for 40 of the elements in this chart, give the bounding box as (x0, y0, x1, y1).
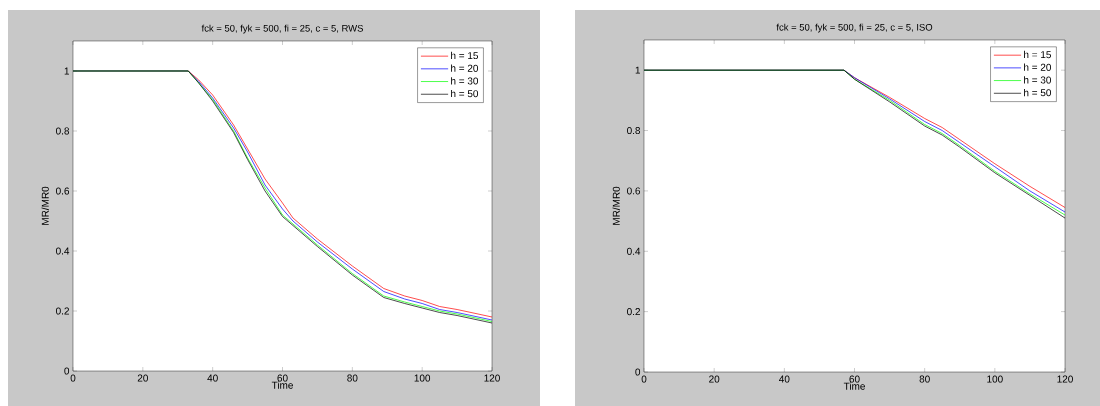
y-axis-title: MR/MR0 (41, 186, 49, 225)
legend-label: h = 20 (451, 64, 479, 72)
y-tick-label: 0.6 (56, 187, 70, 195)
legend-label: h = 15 (451, 51, 479, 60)
x-tick-label: 40 (207, 374, 218, 382)
x-tick-label: 20 (137, 374, 148, 382)
y-tick-label: 1 (635, 66, 641, 74)
y-tick-label: 0.6 (627, 187, 641, 195)
chart-title: fck = 50, fyk = 500, fi = 25, c = 5, ISO (776, 23, 933, 33)
chart-title: fck = 50, fyk = 500, fi = 25, c = 5, RWS (201, 24, 363, 34)
x-tick-label: 120 (484, 374, 500, 382)
x-tick-label: 100 (987, 375, 1003, 383)
x-tick-label: 100 (414, 374, 431, 382)
x-tick-label: 60 (277, 374, 288, 382)
x-axis-title: Time (843, 382, 865, 390)
legend-label: h = 50 (451, 89, 479, 98)
y-tick-label: 0.8 (627, 127, 641, 135)
x-tick-label: 80 (919, 375, 930, 383)
x-axis-title: Time (271, 381, 293, 389)
x-tick-label: 120 (1057, 375, 1073, 383)
y-tick-label: 1 (64, 67, 69, 75)
x-tick-label: 80 (347, 374, 358, 382)
y-tick-label: 0.4 (56, 247, 70, 255)
legend-label: h = 30 (451, 77, 479, 85)
y-tick-label: 0.4 (627, 247, 641, 255)
y-tick-label: 0.2 (627, 308, 640, 316)
y-tick-label: 0 (635, 368, 641, 376)
x-tick-label: 20 (709, 375, 720, 383)
legend-label: h = 15 (1024, 50, 1051, 59)
x-tick-label: 60 (849, 375, 860, 383)
y-tick-label: 0 (64, 367, 70, 375)
legend-label: h = 50 (1024, 88, 1052, 97)
legend-label: h = 20 (1024, 63, 1052, 71)
x-tick-label: 40 (779, 375, 790, 383)
y-tick-label: 0.8 (56, 127, 70, 135)
y-axis-title: MR/MR0 (612, 186, 620, 225)
x-tick-label: 0 (641, 375, 647, 383)
x-tick-label: 0 (70, 374, 76, 382)
legend-label: h = 30 (1024, 76, 1052, 84)
y-tick-label: 0.2 (56, 307, 69, 315)
